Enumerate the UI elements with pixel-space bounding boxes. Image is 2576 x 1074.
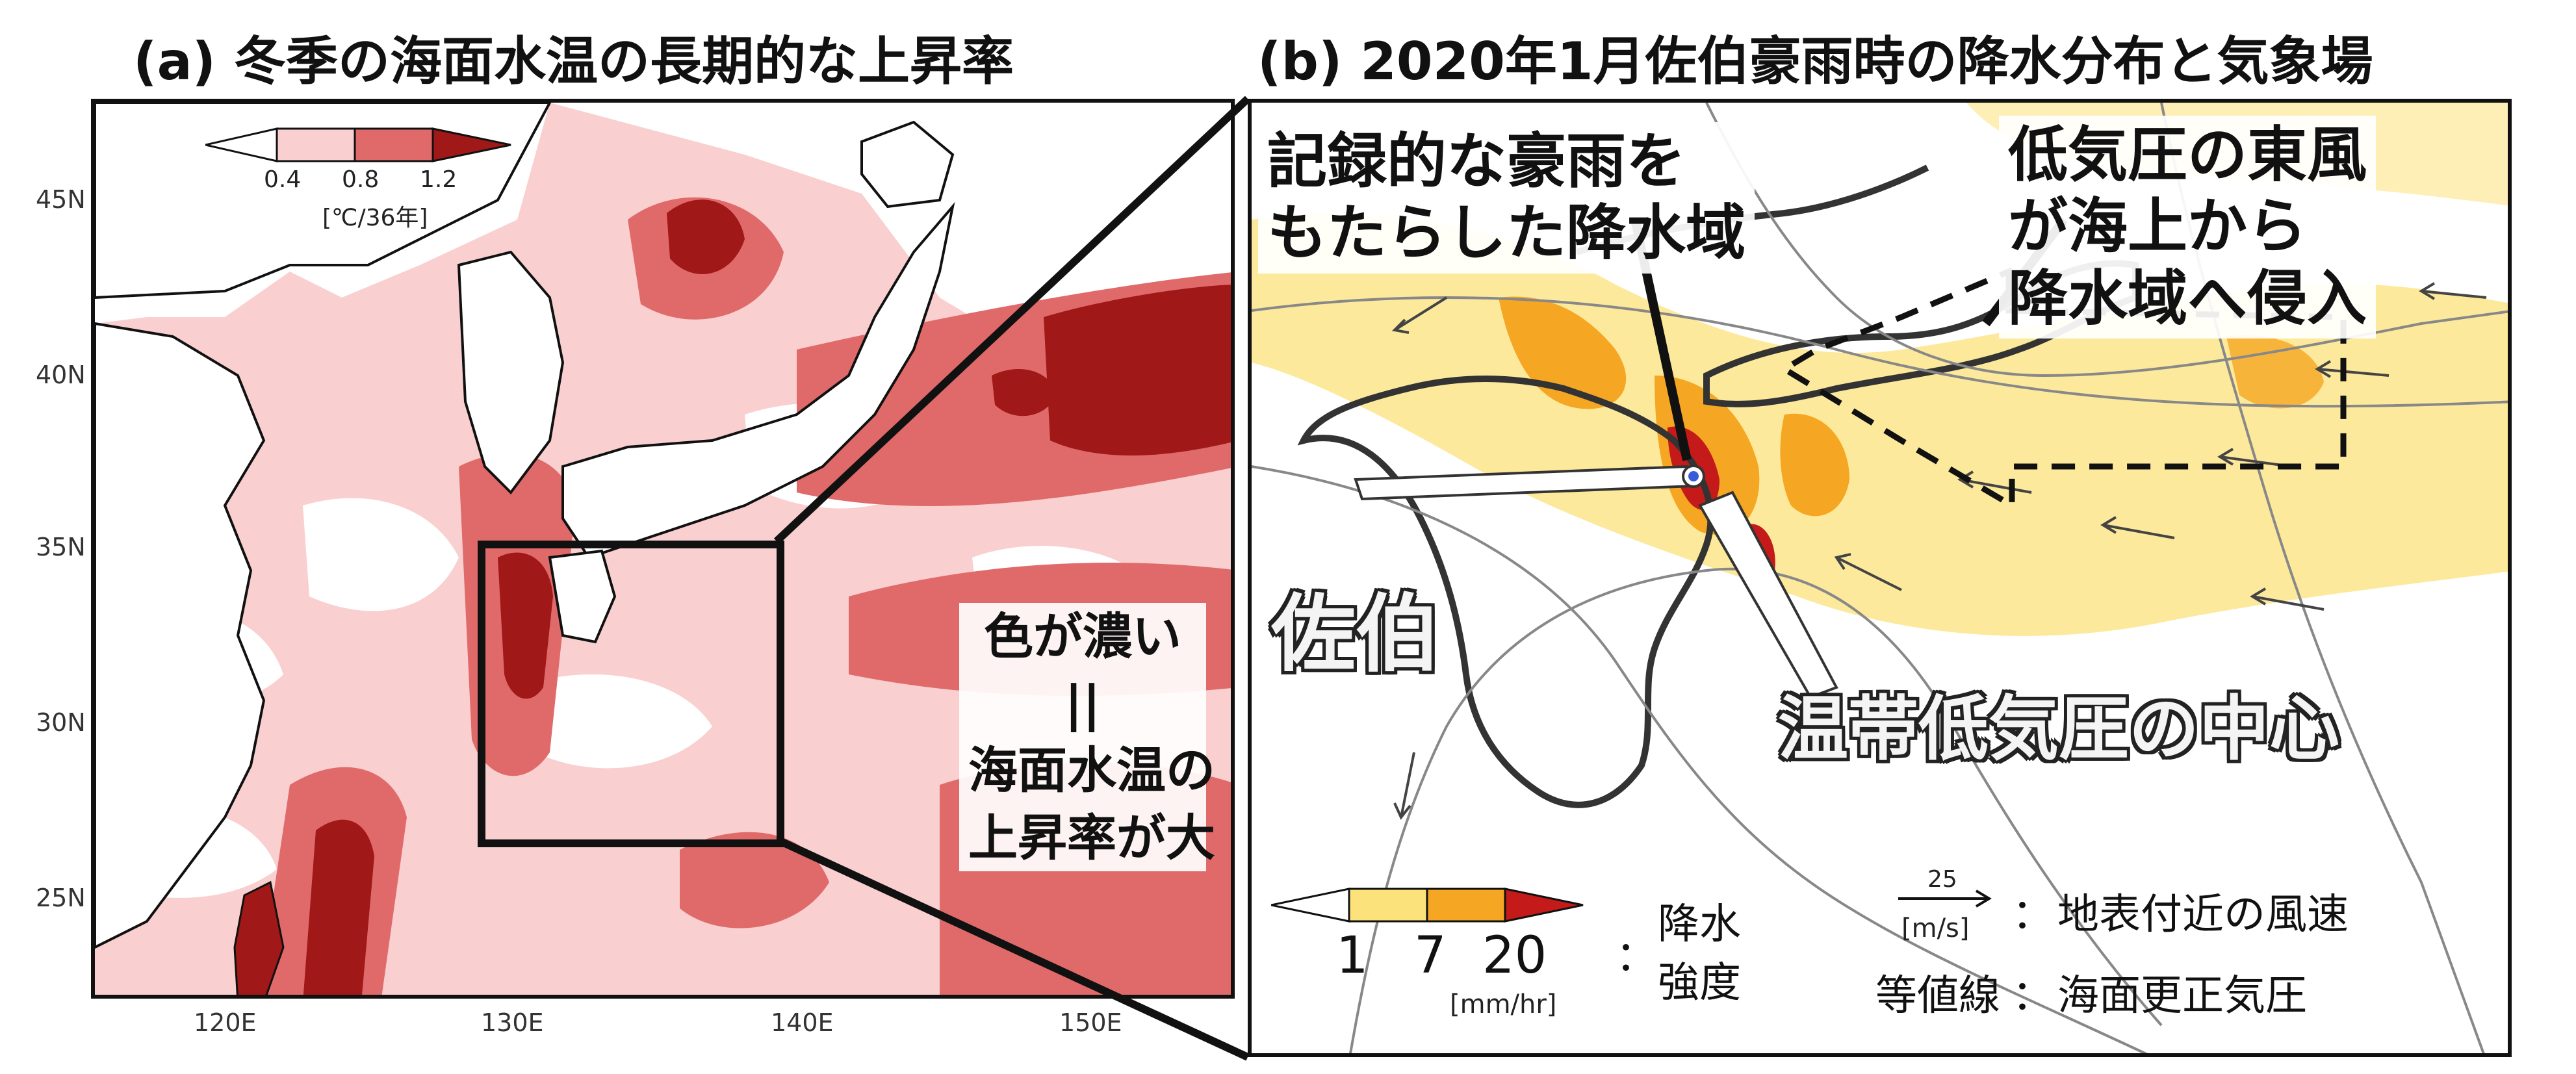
lat-tick-40n: 40N [36,361,86,389]
easterly-wind-annotation-line-3: 降水域へ侵入 [2008,263,2367,333]
wind-reference-value: 25 [1927,866,1957,893]
sst-trend-map: 0.4 0.8 1.2 [℃/36年] 色が濃い || 海面水温の 上昇率が大 [91,99,1235,999]
panel-a-title: (a) 冬季の海面水温の長期的な上昇率 [133,31,1014,92]
precip-legend-label-2: 強度 [1658,959,1741,1007]
wind-legend-colon: ： [2012,891,2054,939]
panel-b-title: (b) 2020年1月佐伯豪雨時の降水分布と気象場 [1257,31,2373,92]
sst-legend-level-3: 1.2 [420,166,457,193]
rain-area-annotation-line-2: もたらした降水域 [1267,198,1746,268]
wind-reference-arrow-icon [1898,889,1992,908]
precip-legend-unit: [mm/hr] [1450,990,1557,1019]
precipitation-map: 記録的な豪雨を もたらした降水域 低気圧の東風 が海上から 降水域へ侵入 佐伯 … [1248,99,2512,1057]
sst-annotation-line-3: 海面水温の [959,737,1215,804]
precip-legend-colon: ： [1616,933,1657,981]
saiki-label: 佐伯 [1271,585,1441,684]
lat-tick-30n: 30N [36,708,86,737]
wind-legend-label: 地表付近の風速 [2057,891,2349,939]
contour-legend-label: 海面更正気圧 [2057,972,2307,1020]
rain-area-annotation-line-1: 記録的な豪雨を [1267,127,1686,196]
precip-legend-level-1: 1 [1336,927,1369,985]
precip-legend-level-3: 20 [1482,927,1547,985]
sst-annotation-line-4: 上昇率が大 [959,804,1215,871]
lat-tick-35n: 35N [36,533,86,561]
cyclone-center-label: 温帯低気圧の中心 [1778,689,2340,770]
sst-legend-unit: [℃/36年] [322,205,428,231]
lat-tick-25n: 25N [36,884,86,912]
precip-legend-level-2: 7 [1414,927,1447,985]
easterly-wind-annotation: 低気圧の東風 が海上から 降水域へ侵入 [1999,116,2376,339]
lon-tick-150e: 150E [1059,1008,1122,1037]
contour-legend-colon: ： [2012,972,2054,1020]
lon-tick-120e: 120E [194,1008,257,1037]
sst-annotation-line-2: || [959,670,1206,737]
sst-legend-level-2: 0.8 [342,166,380,193]
contour-legend-key: 等値線 [1875,972,2000,1020]
sst-legend-colorbar [205,127,511,162]
easterly-wind-annotation-line-2: が海上から [2008,192,2308,262]
lon-tick-140e: 140E [771,1008,834,1037]
sst-legend-level-1: 0.4 [264,166,302,193]
rain-area-annotation: 記録的な豪雨を もたらした降水域 [1258,122,1755,274]
easterly-wind-annotation-line-1: 低気圧の東風 [2008,120,2367,190]
precip-legend-label-1: 降水 [1658,901,1741,949]
lat-tick-45n: 45N [36,185,86,214]
sst-annotation: 色が濃い || 海面水温の 上昇率が大 [959,603,1215,871]
wind-reference-unit: [m/s] [1901,914,1970,943]
lon-tick-130e: 130E [481,1008,544,1037]
precip-legend-colorbar [1271,888,1584,923]
sst-annotation-line-1: 色が濃い [959,603,1206,671]
